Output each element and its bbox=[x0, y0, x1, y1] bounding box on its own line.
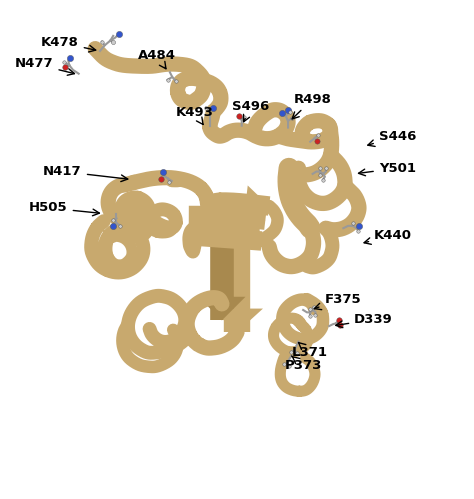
Text: R498: R498 bbox=[292, 93, 332, 119]
Polygon shape bbox=[237, 221, 262, 257]
Text: H505: H505 bbox=[29, 202, 100, 216]
Text: D339: D339 bbox=[336, 313, 393, 328]
Text: K493: K493 bbox=[175, 106, 213, 125]
Text: N477: N477 bbox=[15, 57, 74, 75]
Text: N417: N417 bbox=[43, 165, 128, 182]
Text: F375: F375 bbox=[314, 292, 361, 310]
Polygon shape bbox=[244, 186, 269, 221]
Text: Y501: Y501 bbox=[358, 162, 416, 176]
Text: K478: K478 bbox=[41, 36, 96, 52]
Polygon shape bbox=[195, 210, 220, 246]
Text: S496: S496 bbox=[232, 100, 270, 122]
Text: L371: L371 bbox=[292, 342, 328, 359]
Text: S446: S446 bbox=[368, 130, 416, 146]
Text: A484: A484 bbox=[138, 49, 176, 69]
Polygon shape bbox=[198, 297, 246, 320]
Polygon shape bbox=[240, 200, 265, 235]
Text: P373: P373 bbox=[284, 356, 322, 372]
Text: K440: K440 bbox=[364, 229, 412, 245]
Polygon shape bbox=[211, 308, 263, 332]
